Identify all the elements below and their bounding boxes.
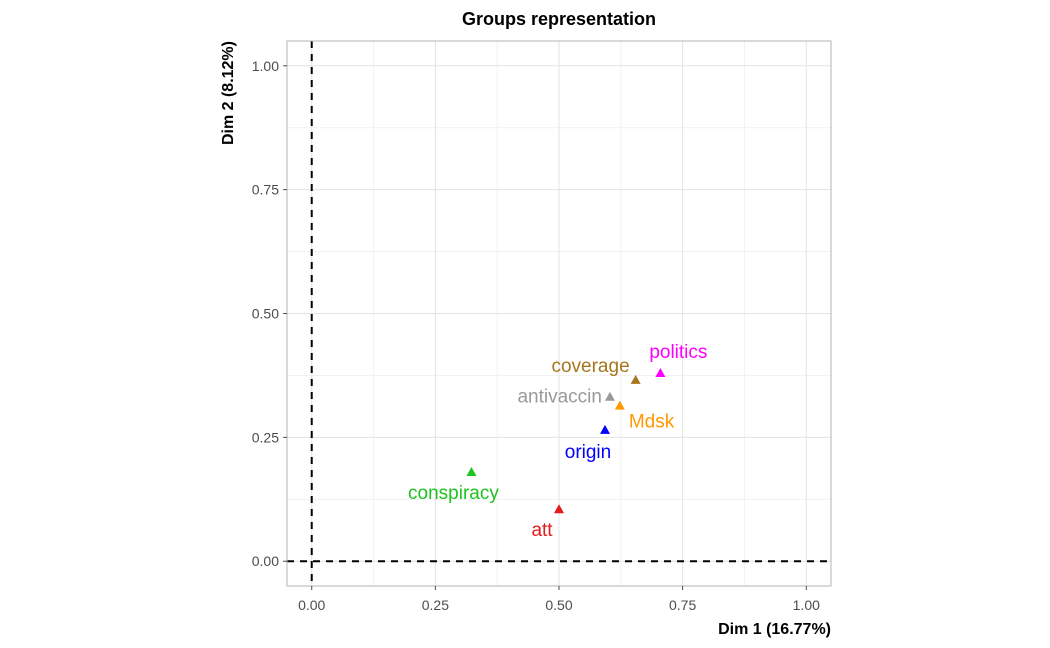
y-axis-title: Dim 2 (8.12%)	[220, 41, 237, 145]
x-tick-label: 1.00	[793, 597, 820, 613]
point-label-att: att	[531, 520, 553, 541]
point-marker-politics	[655, 367, 666, 377]
x-tick-label: 0.75	[669, 597, 696, 613]
point-marker-att	[554, 504, 564, 514]
data-points: politics coverage antivaccin Mdsk origin cons…	[408, 342, 707, 541]
point-label-politics: politics	[649, 342, 707, 363]
point-marker-origin	[599, 424, 610, 434]
point-label-antivaccin: antivaccin	[517, 387, 602, 408]
y-tick-label: 0.25	[252, 429, 279, 445]
y-tick-label: 0.50	[252, 306, 279, 322]
x-axis-ticks: 0.00 0.25 0.50 0.75 1.00	[298, 586, 820, 613]
grid-lines	[287, 41, 831, 586]
y-axis-ticks: 0.00 0.25 0.50 0.75 1.00	[252, 58, 287, 569]
x-tick-label: 0.50	[545, 597, 572, 613]
point-marker-coverage	[630, 374, 641, 384]
y-tick-label: 0.00	[252, 553, 279, 569]
y-tick-label: 0.75	[252, 182, 279, 198]
x-tick-label: 0.25	[422, 597, 449, 613]
point-label-mdsk: Mdsk	[629, 412, 675, 433]
chart-title: Groups representation	[462, 9, 656, 29]
point-label-conspiracy: conspiracy	[408, 483, 499, 504]
point-label-coverage: coverage	[551, 356, 629, 377]
x-axis-title: Dim 1 (16.77%)	[718, 621, 831, 638]
point-marker-conspiracy	[466, 467, 477, 477]
x-tick-label: 0.00	[298, 597, 325, 613]
point-marker-mdsk	[614, 400, 625, 410]
point-marker-antivaccin	[604, 391, 615, 401]
y-tick-label: 1.00	[252, 58, 279, 74]
point-label-origin: origin	[565, 442, 611, 463]
